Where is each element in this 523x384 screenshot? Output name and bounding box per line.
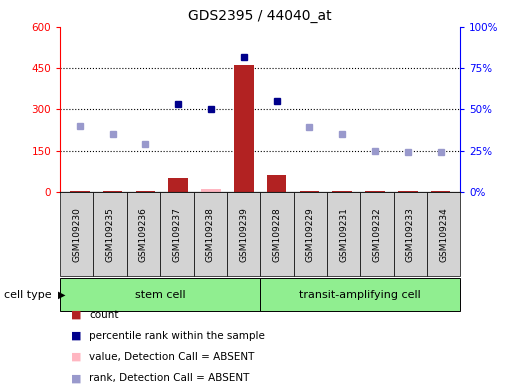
Text: GSM109231: GSM109231 (339, 207, 348, 262)
Text: cell type: cell type (4, 290, 55, 300)
Text: stem cell: stem cell (135, 290, 186, 300)
Text: GSM109228: GSM109228 (272, 207, 281, 262)
Text: percentile rank within the sample: percentile rank within the sample (89, 331, 265, 341)
Text: transit-amplifying cell: transit-amplifying cell (299, 290, 421, 300)
Text: GSM109238: GSM109238 (206, 207, 214, 262)
Text: count: count (89, 310, 118, 320)
Text: GSM109233: GSM109233 (406, 207, 415, 262)
Text: GSM109237: GSM109237 (173, 207, 181, 262)
Text: ■: ■ (71, 352, 81, 362)
Bar (365, 190, 385, 192)
Bar (201, 189, 221, 192)
Text: GSM109234: GSM109234 (439, 207, 448, 262)
Bar (398, 191, 417, 192)
Title: GDS2395 / 44040_at: GDS2395 / 44040_at (188, 9, 332, 23)
Bar (234, 65, 254, 192)
Text: ■: ■ (71, 310, 81, 320)
Text: ▶: ▶ (58, 290, 65, 300)
Text: ■: ■ (71, 373, 81, 383)
Text: ■: ■ (71, 331, 81, 341)
Text: GSM109229: GSM109229 (306, 207, 315, 262)
Text: rank, Detection Call = ABSENT: rank, Detection Call = ABSENT (89, 373, 249, 383)
Text: GSM109239: GSM109239 (239, 207, 248, 262)
Text: GSM109232: GSM109232 (372, 207, 381, 262)
Text: GSM109236: GSM109236 (139, 207, 148, 262)
Text: GSM109230: GSM109230 (72, 207, 81, 262)
Text: value, Detection Call = ABSENT: value, Detection Call = ABSENT (89, 352, 254, 362)
Text: GSM109235: GSM109235 (106, 207, 115, 262)
Bar (168, 178, 188, 192)
Bar (267, 175, 287, 192)
